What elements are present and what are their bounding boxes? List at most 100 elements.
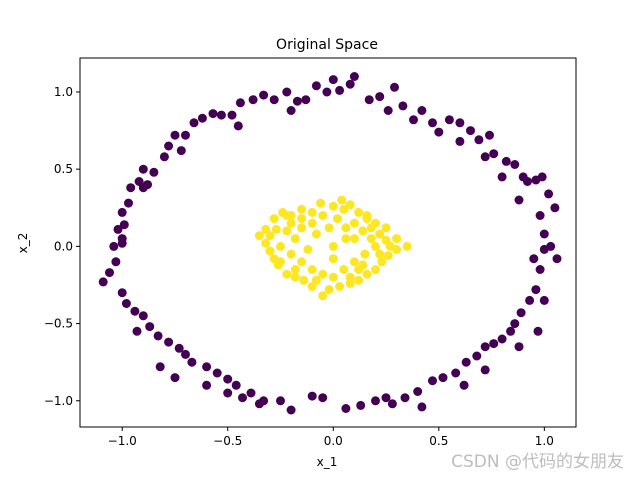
data-point-series-0-73 xyxy=(428,376,437,386)
data-point-series-1-60 xyxy=(303,244,313,254)
watermark: CSDN @代码的女朋友 xyxy=(451,452,624,472)
data-point-series-1-5 xyxy=(316,198,326,208)
data-point-series-0-6 xyxy=(119,220,129,230)
data-point-series-0-64 xyxy=(510,319,520,329)
data-point-series-1-72 xyxy=(349,234,359,244)
data-point-series-1-70 xyxy=(402,241,412,251)
data-point-series-0-115 xyxy=(514,195,524,205)
data-point-series-0-44 xyxy=(474,135,484,145)
data-point-series-1-7 xyxy=(337,195,347,205)
data-point-series-1-9 xyxy=(354,207,364,217)
data-point-series-0-71 xyxy=(451,368,461,378)
data-point-series-0-62 xyxy=(525,295,535,305)
data-point-series-0-63 xyxy=(516,308,526,318)
x-tick-label: 1.0 xyxy=(535,434,554,448)
data-point-series-0-33 xyxy=(345,79,355,89)
data-point-series-0-3 xyxy=(109,241,119,251)
data-point-series-0-87 xyxy=(231,380,241,390)
data-point-series-0-94 xyxy=(164,337,174,347)
data-point-series-1-49 xyxy=(339,265,349,274)
data-point-series-0-112 xyxy=(533,326,543,336)
data-point-series-0-31 xyxy=(322,87,332,97)
data-point-series-0-18 xyxy=(189,118,199,128)
data-point-series-0-86 xyxy=(238,393,247,403)
data-point-series-0-91 xyxy=(187,357,197,367)
data-point-series-0-52 xyxy=(537,172,547,182)
data-point-series-0-53 xyxy=(544,189,554,199)
data-point-series-0-76 xyxy=(387,399,397,409)
data-point-series-0-104 xyxy=(202,380,212,390)
data-point-series-0-69 xyxy=(472,351,482,361)
data-point-series-0-77 xyxy=(371,396,380,406)
data-point-series-1-8 xyxy=(345,200,355,210)
y-tick-label: −1.0 xyxy=(44,394,73,408)
data-point-series-1-3 xyxy=(297,204,307,214)
data-point-series-0-23 xyxy=(235,98,245,108)
data-point-series-1-24 xyxy=(318,291,328,301)
data-point-series-1-66 xyxy=(339,204,349,214)
data-point-series-0-121 xyxy=(383,106,393,115)
data-point-series-0-79 xyxy=(341,404,351,413)
data-point-series-0-60 xyxy=(535,265,545,274)
data-point-series-1-59 xyxy=(341,234,351,244)
data-point-series-1-15 xyxy=(392,244,402,254)
data-point-series-0-0 xyxy=(98,277,108,287)
data-point-series-0-46 xyxy=(489,149,499,159)
data-point-series-1-74 xyxy=(345,272,355,282)
data-point-series-0-41 xyxy=(444,115,454,125)
data-point-series-1-19 xyxy=(362,269,372,279)
data-point-series-1-53 xyxy=(297,257,307,267)
data-point-series-1-31 xyxy=(265,246,275,256)
data-point-series-0-32 xyxy=(335,85,345,95)
data-point-series-0-38 xyxy=(398,101,408,111)
data-point-series-0-54 xyxy=(550,203,560,213)
data-point-series-1-35 xyxy=(261,224,271,234)
data-point-series-0-127 xyxy=(117,234,127,244)
data-point-series-0-125 xyxy=(176,146,186,156)
data-point-series-1-27 xyxy=(290,272,300,282)
data-point-series-0-14 xyxy=(159,152,169,162)
data-point-series-0-42 xyxy=(455,118,465,128)
data-point-series-1-37 xyxy=(290,234,300,244)
data-point-series-1-57 xyxy=(311,229,321,239)
x-tick-label: −1.0 xyxy=(108,434,137,448)
data-point-series-1-32 xyxy=(261,238,271,248)
data-point-series-0-19 xyxy=(197,113,207,123)
data-point-series-0-12 xyxy=(143,180,152,190)
points-layer xyxy=(98,72,562,415)
data-point-series-0-124 xyxy=(233,121,243,131)
data-point-series-0-92 xyxy=(181,349,190,359)
data-point-series-0-110 xyxy=(480,365,490,375)
data-point-series-0-21 xyxy=(216,110,226,120)
data-point-series-0-114 xyxy=(535,211,545,220)
data-point-series-1-63 xyxy=(290,265,300,274)
data-point-series-0-117 xyxy=(480,152,490,162)
data-point-series-1-54 xyxy=(286,249,296,259)
data-point-series-1-41 xyxy=(333,214,342,224)
data-point-series-1-71 xyxy=(254,231,264,241)
data-point-series-1-26 xyxy=(299,275,309,285)
data-point-series-0-68 xyxy=(480,342,490,352)
data-point-series-1-38 xyxy=(297,223,307,233)
data-point-series-0-98 xyxy=(130,306,140,316)
data-point-series-0-61 xyxy=(531,285,541,295)
data-point-series-1-40 xyxy=(318,211,328,220)
data-point-series-0-107 xyxy=(381,393,391,403)
data-point-series-0-17 xyxy=(181,130,190,140)
data-point-series-0-29 xyxy=(301,95,311,105)
data-point-series-0-70 xyxy=(461,357,471,367)
data-point-series-1-65 xyxy=(276,257,285,267)
data-point-series-1-6 xyxy=(328,201,338,211)
data-point-series-0-111 xyxy=(514,342,524,352)
data-point-series-1-64 xyxy=(381,223,391,233)
data-point-series-1-34 xyxy=(271,224,281,234)
data-point-series-0-95 xyxy=(153,331,163,341)
data-point-series-0-65 xyxy=(506,326,516,336)
data-point-series-0-101 xyxy=(132,326,142,336)
data-point-series-0-119 xyxy=(434,127,444,137)
data-point-series-0-20 xyxy=(208,109,218,119)
data-point-series-0-7 xyxy=(117,207,127,217)
data-point-series-1-23 xyxy=(324,285,334,295)
data-point-series-0-28 xyxy=(292,96,302,106)
